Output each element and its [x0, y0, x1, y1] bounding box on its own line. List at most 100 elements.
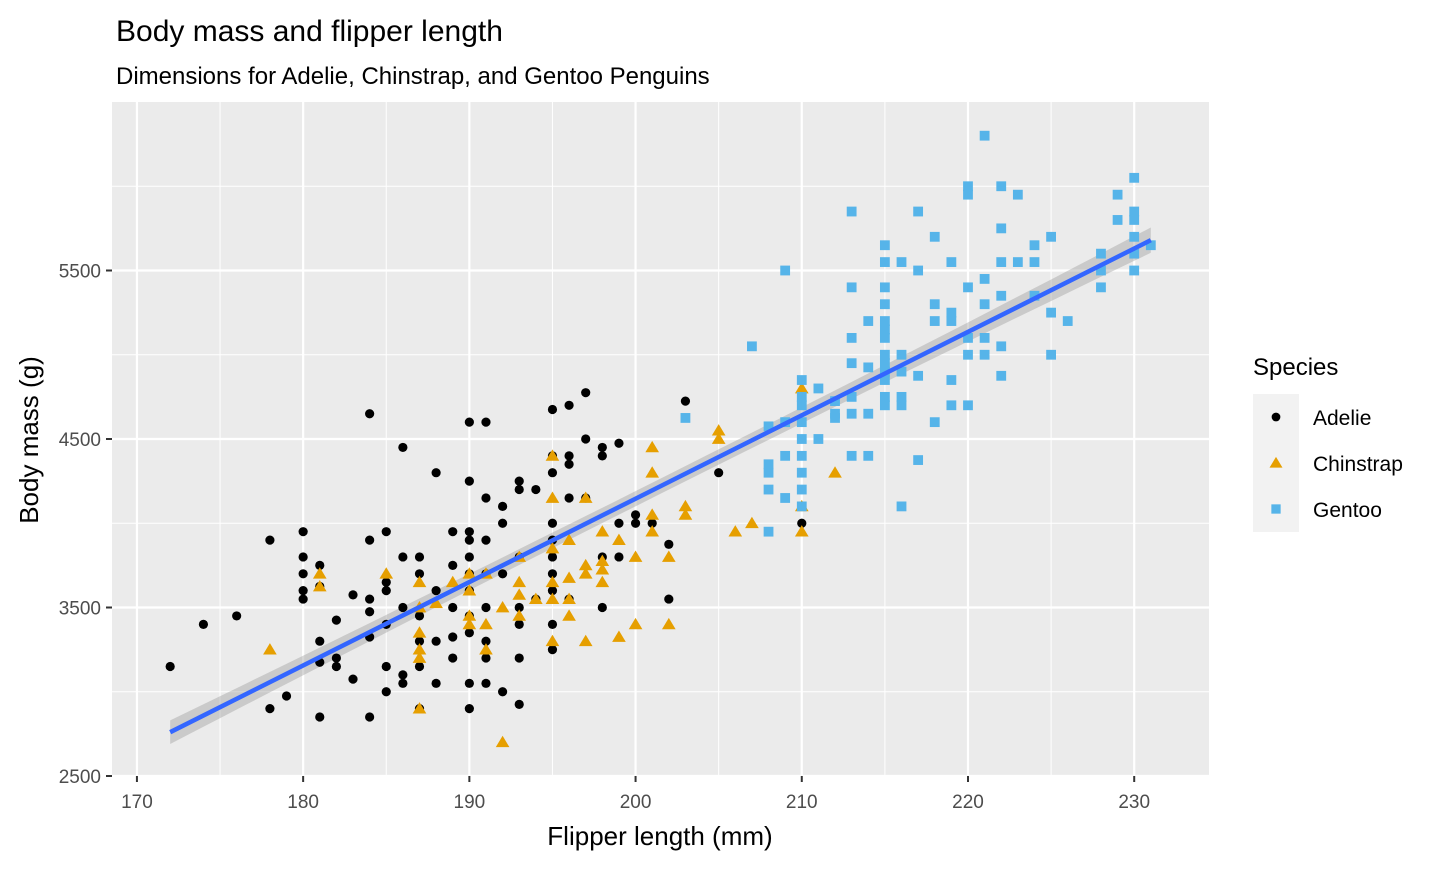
gentoo-point: [796, 501, 807, 512]
x-tick-label: 230: [1118, 792, 1150, 813]
adelie-point: [448, 602, 458, 613]
regression-line: [169, 238, 1152, 735]
chinstrap-point: [495, 735, 510, 748]
legend-label-chinstrap: Chinstrap: [1313, 453, 1403, 476]
adelie-point: [547, 552, 558, 562]
chinstrap-point: [312, 567, 327, 579]
adelie-point: [448, 653, 458, 663]
chinstrap-point: [678, 508, 693, 520]
adelie-point: [481, 535, 491, 545]
gentoo-point: [913, 265, 924, 276]
gentoo-point: [863, 316, 874, 326]
gentoo-point: [1046, 307, 1056, 318]
gentoo-point: [1112, 189, 1123, 200]
x-tick-label: 180: [287, 792, 319, 813]
adelie-point: [547, 518, 558, 528]
adelie-point: [564, 493, 574, 503]
adelie-point: [464, 628, 474, 638]
gentoo-point: [879, 375, 890, 385]
adelie-point: [497, 569, 508, 579]
adelie-point: [165, 661, 175, 672]
adelie-point: [414, 661, 425, 672]
gentoo-point: [863, 450, 874, 461]
chart-title: Body mass and flipper length: [116, 15, 503, 48]
chinstrap-point: [711, 432, 726, 444]
x-tick-label: 210: [786, 792, 818, 813]
adelie-point: [315, 560, 325, 570]
gentoo-point: [846, 282, 857, 293]
chinstrap-point: [412, 702, 427, 714]
gentoo-point: [963, 282, 973, 293]
adelie-point: [281, 691, 292, 701]
chinstrap-point: [612, 630, 626, 642]
adelie-point: [514, 699, 524, 709]
chart-subtitle: Dimensions for Adelie, Chinstrap, and Ge…: [116, 63, 710, 90]
chinstrap-point: [595, 563, 610, 575]
adelie-point: [664, 594, 674, 604]
chinstrap-point: [545, 491, 560, 503]
gentoo-point: [946, 375, 957, 385]
gentoo-point: [879, 333, 890, 343]
chinstrap-point: [645, 525, 660, 537]
adelie-point: [481, 602, 491, 613]
gentoo-point: [1012, 257, 1023, 267]
adelie-point: [381, 661, 391, 672]
x-axis-label: Flipper length (mm): [547, 821, 772, 851]
axes: 170 180 190 200 210 220 230 2500 3500 4500 5500: [59, 262, 1150, 814]
chinstrap-point: [462, 584, 477, 596]
chinstrap-point: [728, 525, 743, 537]
gentoo-point: [763, 526, 774, 537]
gentoo-point: [846, 450, 857, 461]
chinstrap-point: [645, 440, 660, 453]
gentoo-point: [996, 290, 1007, 301]
adelie-point: [564, 400, 574, 410]
chinstrap-point: [545, 634, 560, 647]
gentoo-point: [879, 349, 890, 360]
chinstrap-point: [562, 609, 576, 621]
x-tick-label: 220: [952, 792, 984, 813]
gentoo-point: [979, 349, 990, 360]
adelie-point: [581, 434, 591, 444]
gentoo-point: [796, 375, 807, 385]
chinstrap-point: [479, 617, 493, 630]
adelie-point: [481, 493, 491, 503]
gentoo-point: [846, 358, 857, 369]
gentoo-point: [979, 130, 990, 141]
adelie-point: [630, 510, 641, 520]
gentoo-point: [1096, 248, 1106, 259]
adelie-point: [464, 527, 474, 537]
chinstrap-point: [562, 592, 576, 604]
gentoo-point: [996, 257, 1007, 267]
adelie-point: [365, 712, 375, 722]
adelie-point: [514, 484, 524, 495]
gentoo-point: [1129, 215, 1140, 225]
gentoo-point: [796, 391, 807, 402]
gentoo-point: [963, 400, 973, 411]
adelie-point: [315, 712, 325, 722]
chinstrap-point: [545, 449, 560, 461]
gentoo-point: [1129, 265, 1140, 276]
legend-marker-chinstrap: [1269, 456, 1283, 468]
chinstrap-point: [462, 567, 477, 579]
adelie-point: [315, 636, 325, 646]
chinstrap-point: [661, 550, 676, 562]
adelie-point: [464, 678, 474, 688]
gentoo-point: [1145, 240, 1156, 251]
adelie-point: [547, 645, 558, 655]
adelie-point: [365, 607, 375, 617]
chinstrap-point: [545, 575, 560, 588]
gentoo-point: [963, 181, 973, 192]
gentoo-point: [780, 493, 791, 503]
chinstrap-point: [312, 579, 327, 592]
chinstrap-point: [661, 617, 676, 630]
adelie-point: [431, 468, 441, 478]
adelie-point: [265, 535, 275, 545]
chinstrap-point: [745, 516, 759, 529]
adelie-point: [514, 602, 524, 613]
gentoo-point: [846, 391, 857, 402]
chinstrap-point: [263, 643, 277, 655]
adelie-point: [564, 451, 574, 461]
adelie-point: [497, 518, 508, 528]
adelie-point: [448, 632, 458, 642]
